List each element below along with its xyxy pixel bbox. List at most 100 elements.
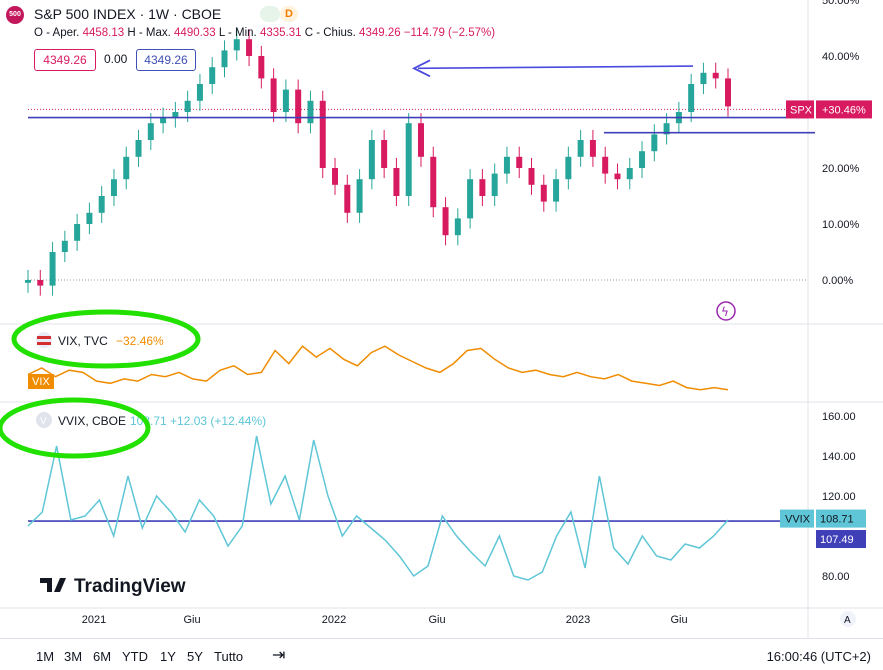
candle-body[interactable]: [417, 123, 424, 157]
candle-body[interactable]: [332, 168, 339, 185]
close-label: C - Chius.: [304, 27, 356, 39]
low-value: 4335.31: [259, 27, 302, 39]
spx-value-tag[interactable]: [816, 100, 872, 119]
calendar-range-icon[interactable]: ⇥: [272, 647, 286, 664]
candle-body[interactable]: [651, 134, 658, 152]
candle-body[interactable]: [602, 156, 609, 174]
vvix-line-tag[interactable]: [816, 530, 866, 549]
candle-body[interactable]: [49, 252, 56, 286]
candle-body[interactable]: [700, 72, 707, 84]
candle-body[interactable]: [319, 100, 326, 168]
timeframe-6m[interactable]: 6M: [93, 649, 112, 664]
candle-body[interactable]: [688, 84, 695, 112]
timeframe-1y[interactable]: 1Y: [160, 649, 176, 664]
candle-body[interactable]: [577, 140, 584, 157]
vix-legend-change: −32.46%: [116, 334, 164, 348]
auto-scale-button[interactable]: [840, 611, 856, 627]
symbol-logo: 500: [6, 6, 24, 24]
candle-body[interactable]: [25, 280, 31, 283]
candle-body[interactable]: [282, 89, 289, 112]
candle-body[interactable]: [663, 123, 670, 135]
candle-body[interactable]: [356, 179, 363, 213]
candle-body[interactable]: [368, 140, 375, 180]
candle-body[interactable]: [246, 39, 253, 56]
candle-body[interactable]: [86, 212, 93, 224]
candle-body[interactable]: [491, 173, 498, 196]
candle-body[interactable]: [430, 156, 437, 208]
candle-body[interactable]: [540, 184, 547, 202]
auto-scale-label: A: [844, 615, 851, 626]
candle-body[interactable]: [110, 179, 117, 196]
candle-body[interactable]: [516, 156, 523, 168]
x-tick-label: Giu: [428, 614, 445, 626]
candle-body[interactable]: [221, 50, 228, 68]
candle-body[interactable]: [454, 218, 461, 236]
candle-body[interactable]: [344, 184, 351, 213]
us-flag-stripe: [37, 336, 51, 339]
eye-icon[interactable]: [260, 6, 280, 22]
candle-body[interactable]: [393, 168, 400, 196]
candle-body[interactable]: [295, 89, 302, 124]
spx-value-label: +30.46%: [822, 104, 866, 116]
candle-body[interactable]: [503, 156, 510, 174]
candle-body[interactable]: [135, 140, 142, 157]
vvix-value-tag[interactable]: [816, 509, 866, 528]
high-label: H - Max.: [127, 27, 171, 39]
candle-body[interactable]: [270, 78, 277, 112]
candle-body[interactable]: [405, 123, 412, 196]
vvix-tag[interactable]: [780, 509, 814, 528]
bid-box[interactable]: 4349.26: [34, 49, 96, 71]
vvix-y-tick-label: 140.00: [822, 451, 856, 463]
ohlc-readout: O - Aper. 4458.13 H - Max. 4490.33 L - M…: [34, 27, 495, 39]
timeframe-3m[interactable]: 3M: [64, 649, 83, 664]
chart-title[interactable]: S&P 500 INDEX · 1W · CBOE: [34, 6, 222, 22]
candle-body[interactable]: [61, 240, 68, 252]
candle-body[interactable]: [479, 179, 486, 196]
candle-body[interactable]: [442, 207, 449, 236]
alert-icon[interactable]: [716, 301, 736, 321]
timeframe-all[interactable]: Tutto: [214, 649, 244, 664]
timeframe-1m[interactable]: 1M: [36, 649, 55, 664]
candle-body[interactable]: [614, 173, 621, 180]
spx-tag[interactable]: [786, 100, 814, 119]
watermark-text: TradingView: [74, 576, 186, 597]
spx-y-tick-label: 10.00%: [822, 219, 860, 231]
candle-body[interactable]: [98, 196, 105, 213]
candle-body[interactable]: [307, 100, 314, 124]
arrow-line[interactable]: [417, 65, 694, 70]
candle-body[interactable]: [209, 67, 216, 84]
candle-body[interactable]: [258, 56, 265, 79]
d-badge[interactable]: D: [280, 6, 298, 22]
vix-series-line[interactable]: [27, 345, 729, 391]
vvix-legend-name: VVIX, CBOE: [58, 414, 126, 428]
candle-body[interactable]: [626, 168, 633, 180]
candle-body[interactable]: [123, 156, 130, 180]
candle-body[interactable]: [184, 100, 191, 112]
candle-body[interactable]: [467, 179, 474, 219]
candle-body[interactable]: [725, 78, 731, 107]
candle-body[interactable]: [712, 72, 719, 79]
vvix-symbol-letter: V: [40, 416, 47, 427]
timeframe-5y[interactable]: 5Y: [187, 649, 203, 664]
candle-body[interactable]: [528, 168, 535, 185]
candle-body[interactable]: [233, 39, 240, 51]
candle-body[interactable]: [565, 156, 572, 180]
candle-body[interactable]: [196, 84, 203, 101]
candle-body[interactable]: [639, 151, 646, 168]
vvix-series-line[interactable]: [27, 435, 729, 581]
candle-body[interactable]: [553, 179, 560, 202]
candle-body[interactable]: [160, 117, 167, 124]
candle-body[interactable]: [74, 224, 81, 241]
candle-body[interactable]: [147, 123, 154, 140]
candle-body[interactable]: [37, 280, 44, 286]
arrow-head-icon[interactable]: [411, 59, 431, 78]
candle-body[interactable]: [172, 112, 179, 118]
candle-body[interactable]: [381, 140, 388, 168]
timeframe-ytd[interactable]: YTD: [122, 649, 148, 664]
x-tick-label: Giu: [670, 614, 687, 626]
candle-body[interactable]: [589, 140, 596, 157]
vvix-line: V VVIX, CBOE 108.71 +12.03 (+12.44%): [0, 397, 808, 581]
ask-box[interactable]: 4349.26: [136, 49, 196, 71]
clock[interactable]: 16:00:46 (UTC+2): [766, 649, 871, 664]
